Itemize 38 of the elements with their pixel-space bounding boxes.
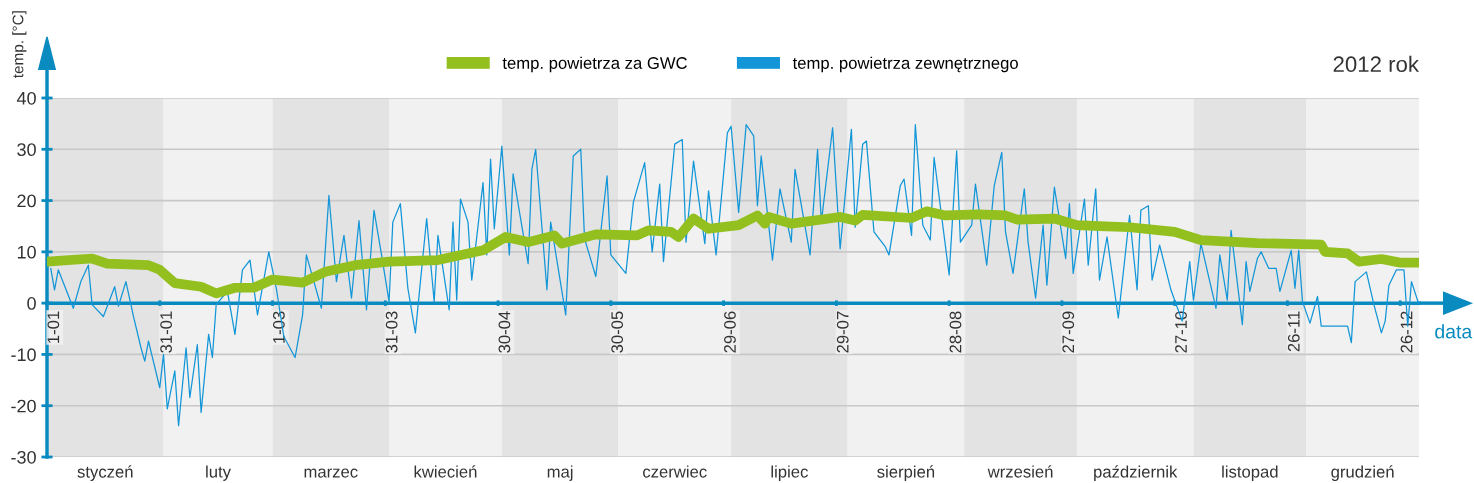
band-label: luty [206,465,231,481]
band-label: marzec [304,468,358,478]
band-label: czerwiec [643,465,707,478]
x-tick-label: 29-06 [724,311,736,353]
x-tick-label: 27-10 [1175,311,1187,353]
x-tick-label: 30-05 [611,311,624,353]
y-tick-label: -20 [11,399,36,413]
y-tick-label: 40 [16,91,36,105]
band-label: maj [547,465,573,481]
x-tick-label: 26-11 [1287,311,1300,352]
y-tick-label: 10 [17,245,36,259]
y-tick-label: 0 [27,297,36,310]
y-tick-label: 20 [17,194,36,208]
y-axis-title: temp. [°C] [12,11,27,78]
band-label: listopad [1222,465,1278,481]
x-tick-label: 31-03 [385,311,398,353]
band-label: styczeń [77,465,133,482]
band-label: sierpień [877,465,935,482]
band-label: grudzień [1331,465,1394,482]
y-tick-label: 30 [17,143,36,157]
x-tick-label: 1-03 [272,311,285,343]
x-tick-label: 1-01 [47,311,60,343]
band-label: kwiecień [414,465,477,478]
x-tick-label: 26-12 [1400,311,1413,353]
band-label: październik [1094,465,1178,482]
text: 2012 rok [1333,55,1420,73]
x-tick-label: 31-01 [160,311,173,353]
x-tick-label: 30-04 [498,311,511,353]
y-tick-label: -30 [11,450,36,464]
x-tick-label: 27-09 [1062,311,1075,353]
band-label: lipiec [771,465,808,481]
x-axis-title: data [1435,324,1473,339]
x-tick-label: 29-07 [836,311,849,353]
x-tick-label: 28-08 [949,311,962,353]
legend-label: temp. powietrza za GWC [502,56,687,73]
y-tick-label: -10 [11,348,36,362]
band-label: wrzesień [987,465,1053,478]
legend-label: temp. powietrza zewnętrznego [792,56,1018,73]
